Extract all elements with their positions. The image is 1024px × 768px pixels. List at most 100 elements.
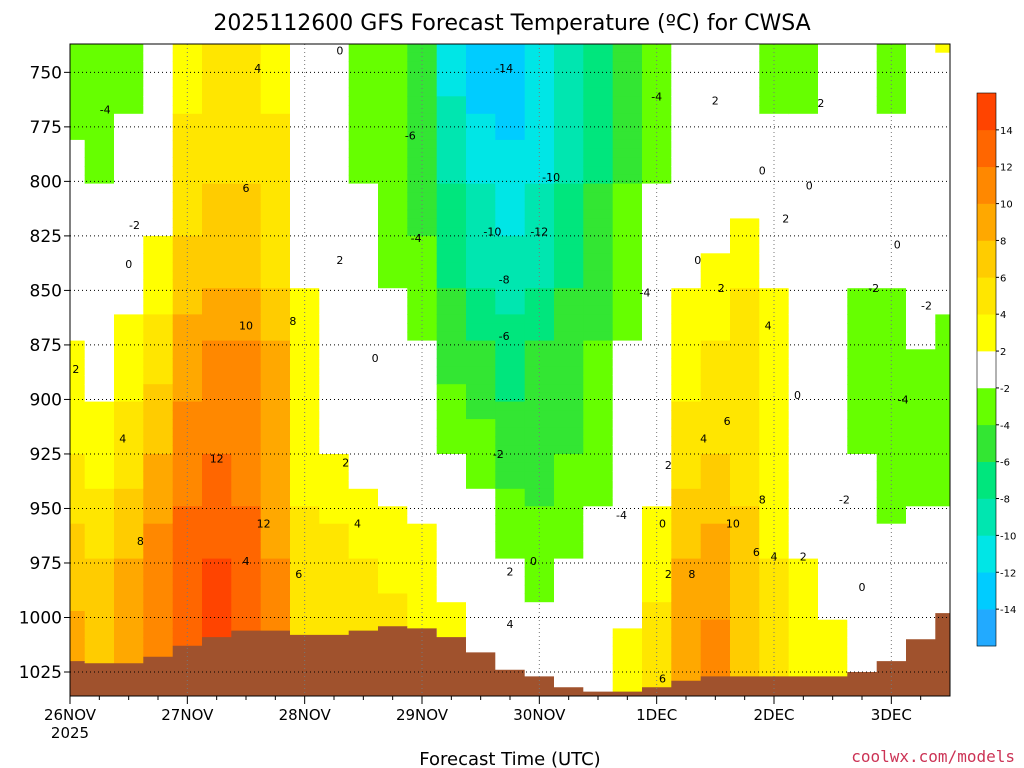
field-cell	[260, 619, 291, 629]
field-cell	[730, 628, 760, 638]
field-cell	[612, 227, 643, 237]
field-cell	[524, 445, 555, 455]
contour-label: 2	[336, 254, 343, 267]
field-cell	[114, 349, 144, 359]
field-cell	[524, 454, 555, 464]
field-cell	[642, 78, 672, 89]
field-cell	[231, 131, 262, 141]
field-cell	[260, 331, 291, 342]
field-cell	[260, 174, 291, 185]
field-cell	[260, 358, 291, 368]
field-cell	[114, 262, 144, 272]
field-cell	[495, 401, 526, 411]
field-cell	[818, 628, 848, 638]
field-cell	[642, 593, 672, 603]
field-cell	[847, 602, 878, 612]
y-tick-label: 975	[30, 554, 62, 574]
field-cell	[612, 401, 643, 411]
contour-label: 0	[530, 555, 537, 568]
field-cell	[700, 454, 731, 464]
field-cell	[290, 148, 320, 158]
field-cell	[612, 183, 643, 193]
field-cell	[935, 523, 950, 533]
field-cell	[612, 637, 643, 647]
field-cell	[348, 488, 379, 499]
field-cell	[700, 148, 731, 158]
field-cell	[114, 375, 144, 385]
field-cell	[906, 419, 936, 429]
field-cell	[378, 471, 408, 481]
field-cell	[583, 436, 614, 446]
field-cell	[348, 628, 379, 632]
field-cell	[319, 471, 350, 481]
field-cell	[583, 218, 614, 228]
field-cell	[554, 375, 584, 385]
field-cell	[700, 70, 731, 80]
field-cell	[202, 201, 232, 211]
field-cell	[70, 270, 86, 281]
field-cell	[436, 331, 467, 342]
field-cell	[906, 567, 936, 577]
field-cell	[114, 87, 144, 97]
field-cell	[612, 375, 643, 385]
field-cell	[759, 549, 790, 560]
contour-label: -6	[499, 330, 510, 343]
field-cell	[700, 61, 731, 71]
field-cell	[260, 427, 291, 438]
field-cell	[143, 628, 174, 638]
field-cell	[876, 392, 907, 403]
field-cell	[260, 340, 291, 350]
field-cell	[671, 218, 702, 228]
field-cell	[84, 183, 115, 193]
field-cell	[671, 139, 702, 150]
field-cell	[378, 244, 408, 254]
field-cell	[700, 314, 731, 324]
field-cell	[847, 523, 878, 533]
field-cell	[70, 96, 86, 106]
field-cell	[671, 192, 702, 202]
field-cell	[466, 96, 496, 106]
field-cell	[114, 584, 144, 595]
field-cell	[290, 593, 320, 603]
field-cell	[642, 323, 672, 333]
field-cell	[348, 105, 379, 115]
field-cell	[906, 174, 936, 185]
field-cell	[642, 262, 672, 272]
y-tick-label: 1025	[19, 663, 62, 683]
field-cell	[70, 122, 86, 132]
field-cell	[378, 174, 408, 185]
field-cell	[730, 584, 760, 595]
field-cell	[407, 611, 438, 621]
field-cell	[231, 218, 262, 228]
field-cell	[876, 122, 907, 132]
field-cell	[436, 532, 467, 542]
field-cell	[114, 593, 144, 603]
field-cell	[847, 96, 878, 106]
contour-label: 0	[894, 239, 901, 252]
field-cell	[143, 209, 174, 219]
field-cell	[84, 532, 115, 542]
field-cell	[524, 314, 555, 324]
field-cell	[231, 375, 262, 385]
field-cell	[260, 515, 291, 525]
contour-label: 2	[712, 95, 719, 108]
field-cell	[231, 183, 262, 193]
field-cell	[260, 148, 291, 158]
field-cell	[407, 209, 438, 219]
field-cell	[70, 218, 86, 228]
field-cell	[378, 366, 408, 376]
field-cell	[730, 523, 760, 533]
field-cell	[436, 148, 467, 158]
field-cell	[407, 61, 438, 71]
field-cell	[700, 331, 731, 342]
field-cell	[495, 576, 526, 586]
field-cell	[818, 122, 848, 132]
field-cell	[231, 166, 262, 176]
field-cell	[290, 366, 320, 376]
field-cell	[260, 314, 291, 324]
field-cell	[143, 288, 174, 298]
field-cell	[788, 515, 819, 525]
contour-label: -10	[483, 226, 501, 239]
field-cell	[554, 454, 584, 464]
field-cell	[876, 584, 907, 595]
